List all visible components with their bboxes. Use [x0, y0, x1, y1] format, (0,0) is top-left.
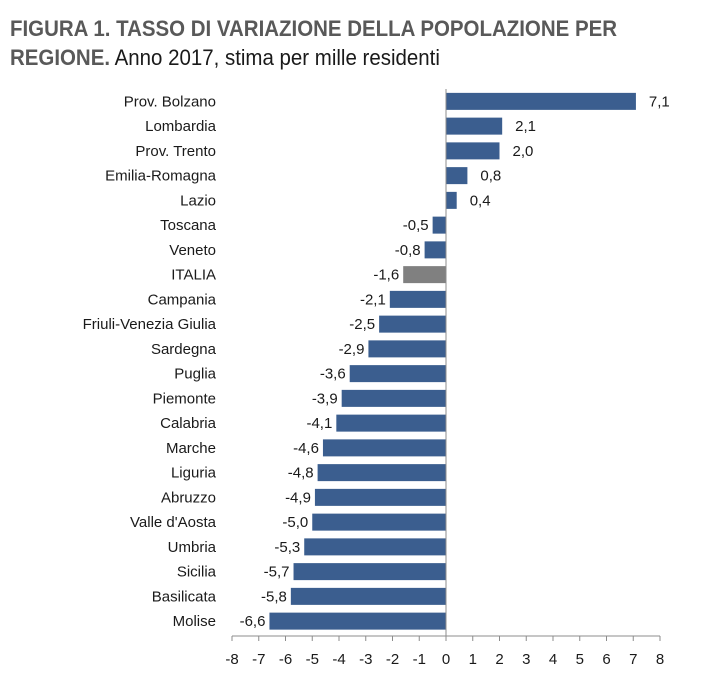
category-label: Basilicata — [152, 588, 217, 605]
data-label: -4,1 — [306, 415, 332, 432]
category-label: Marche — [166, 440, 216, 457]
category-label: Prov. Bolzano — [124, 93, 216, 110]
bar — [446, 117, 503, 135]
data-label: 2,0 — [513, 143, 534, 160]
bar — [446, 167, 468, 185]
category-label: Lazio — [180, 192, 216, 209]
category-label: Calabria — [160, 415, 217, 432]
bar — [368, 340, 446, 358]
data-label: -2,5 — [349, 316, 375, 333]
bar — [336, 414, 446, 432]
bar — [403, 266, 446, 284]
data-label: -3,9 — [312, 390, 338, 407]
bar — [379, 315, 446, 333]
bar — [341, 389, 446, 407]
data-label: -1,6 — [373, 267, 399, 284]
category-label: Umbria — [168, 539, 217, 556]
x-tick-label: 5 — [576, 651, 584, 668]
data-label: 2,1 — [515, 118, 536, 135]
bar — [349, 365, 446, 383]
data-label: -4,9 — [285, 489, 311, 506]
bar — [314, 488, 446, 506]
data-label: -4,8 — [288, 465, 314, 482]
category-label: Prov. Trento — [135, 143, 216, 160]
data-label: -0,8 — [395, 242, 421, 259]
x-tick-label: 8 — [656, 651, 664, 668]
data-label: -5,8 — [261, 588, 287, 605]
x-tick-label: 2 — [495, 651, 503, 668]
category-label: Puglia — [174, 366, 216, 383]
category-label: Sicilia — [177, 564, 217, 581]
category-label: Sardegna — [151, 341, 217, 358]
title-line-2-bold: REGIONE. — [10, 45, 111, 70]
category-label: Lombardia — [145, 118, 217, 135]
bar — [389, 290, 446, 308]
x-tick-label: -4 — [332, 651, 345, 668]
data-label: -5,3 — [274, 539, 300, 556]
x-tick-label: -3 — [359, 651, 372, 668]
bar — [432, 216, 446, 234]
data-label: -4,6 — [293, 440, 319, 457]
x-tick-label: -8 — [225, 651, 238, 668]
category-label: Molise — [173, 613, 216, 630]
data-label: -6,6 — [240, 613, 266, 630]
data-label: -5,0 — [282, 514, 308, 531]
bar — [322, 439, 446, 457]
x-tick-label: 7 — [629, 651, 637, 668]
category-label: Toscana — [160, 217, 217, 234]
bar — [446, 92, 636, 110]
x-tick-label: 0 — [442, 651, 450, 668]
x-tick-label: 4 — [549, 651, 557, 668]
x-tick-label: -2 — [386, 651, 399, 668]
category-label: Emilia-Romagna — [105, 168, 217, 185]
category-label: Veneto — [169, 242, 216, 259]
bar — [317, 464, 446, 482]
x-tick-label: -7 — [252, 651, 265, 668]
x-tick-label: 3 — [522, 651, 530, 668]
data-label: 0,4 — [470, 192, 491, 209]
bar — [446, 191, 457, 209]
x-tick-label: -1 — [413, 651, 426, 668]
category-label: Friuli-Venezia Giulia — [83, 316, 217, 333]
category-label: Abruzzo — [161, 489, 216, 506]
data-label: -2,1 — [360, 291, 386, 308]
bar — [304, 538, 446, 556]
category-label: Campania — [148, 291, 217, 308]
x-tick-label: 1 — [469, 651, 477, 668]
category-label: ITALIA — [171, 267, 216, 284]
title-subtitle: Anno 2017, stima per mille residenti — [114, 45, 440, 70]
chart-title: FIGURA 1. TASSO DI VARIAZIONE DELLA POPO… — [10, 14, 652, 72]
x-tick-label: -5 — [306, 651, 319, 668]
title-line-1: FIGURA 1. TASSO DI VARIAZIONE DELLA POPO… — [10, 16, 618, 41]
data-label: 0,8 — [480, 168, 501, 185]
bar — [446, 142, 500, 160]
data-label: 7,1 — [649, 93, 670, 110]
data-label: -0,5 — [403, 217, 429, 234]
bar — [424, 241, 446, 259]
title-line-2: REGIONE. Anno 2017, stima per mille resi… — [10, 43, 652, 72]
data-label: -5,7 — [264, 564, 290, 581]
bar — [269, 612, 446, 630]
category-label: Liguria — [171, 465, 217, 482]
bar — [312, 513, 446, 531]
x-tick-label: -6 — [279, 651, 292, 668]
x-tick-label: 6 — [602, 651, 610, 668]
bar — [290, 587, 446, 605]
category-label: Valle d'Aosta — [130, 514, 217, 531]
category-label: Piemonte — [153, 390, 216, 407]
data-label: -3,6 — [320, 366, 346, 383]
bar — [293, 563, 446, 581]
data-label: -2,9 — [339, 341, 365, 358]
